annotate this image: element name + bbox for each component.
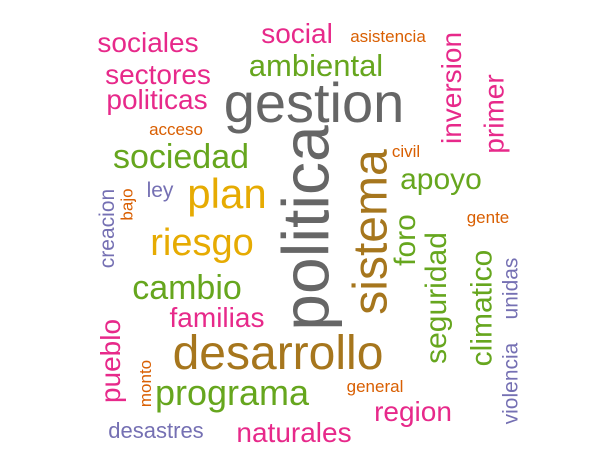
word-seguridad: seguridad — [419, 232, 453, 364]
word-desastres: desastres — [108, 418, 204, 443]
word-violencia: violencia — [499, 342, 523, 424]
word-programa: programa — [154, 372, 310, 413]
word-asistencia: asistencia — [350, 26, 426, 46]
word-civil: civil — [391, 141, 421, 161]
word-sociedad: sociedad — [112, 138, 250, 176]
word-climatico: climatico — [464, 249, 498, 367]
word-politicas: politicas — [106, 84, 208, 115]
word-plan: plan — [187, 170, 267, 217]
word-unidas: unidas — [499, 257, 523, 319]
word-social: social — [261, 18, 333, 49]
word-general: general — [346, 376, 404, 396]
word-politica: politica — [268, 125, 343, 331]
word-riesgo: riesgo — [150, 222, 254, 264]
word-acceso: acceso — [149, 119, 203, 139]
word-ambiental: ambiental — [248, 47, 384, 83]
word-cambio: cambio — [132, 269, 242, 307]
word-monto: monto — [136, 359, 156, 407]
word-foro: foro — [388, 214, 422, 266]
word-inversion: inversion — [436, 31, 467, 145]
word-bajo: bajo — [117, 187, 137, 221]
word-primer: primer — [479, 74, 510, 154]
word-naturales: naturales — [236, 417, 352, 448]
word-creacion: creacion — [96, 188, 120, 268]
word-sectores: sectores — [105, 59, 211, 90]
word-pueblo: pueblo — [95, 318, 126, 404]
word-familias: familias — [169, 302, 265, 333]
word-gestion: gestion — [223, 71, 405, 134]
word-sociales: sociales — [97, 27, 199, 58]
word-desarrollo: desarrollo — [172, 327, 384, 380]
word-region: region — [374, 396, 452, 427]
word-gente: gente — [466, 207, 510, 227]
word-ley: ley — [146, 178, 174, 202]
word-apoyo: apoyo — [400, 163, 482, 196]
